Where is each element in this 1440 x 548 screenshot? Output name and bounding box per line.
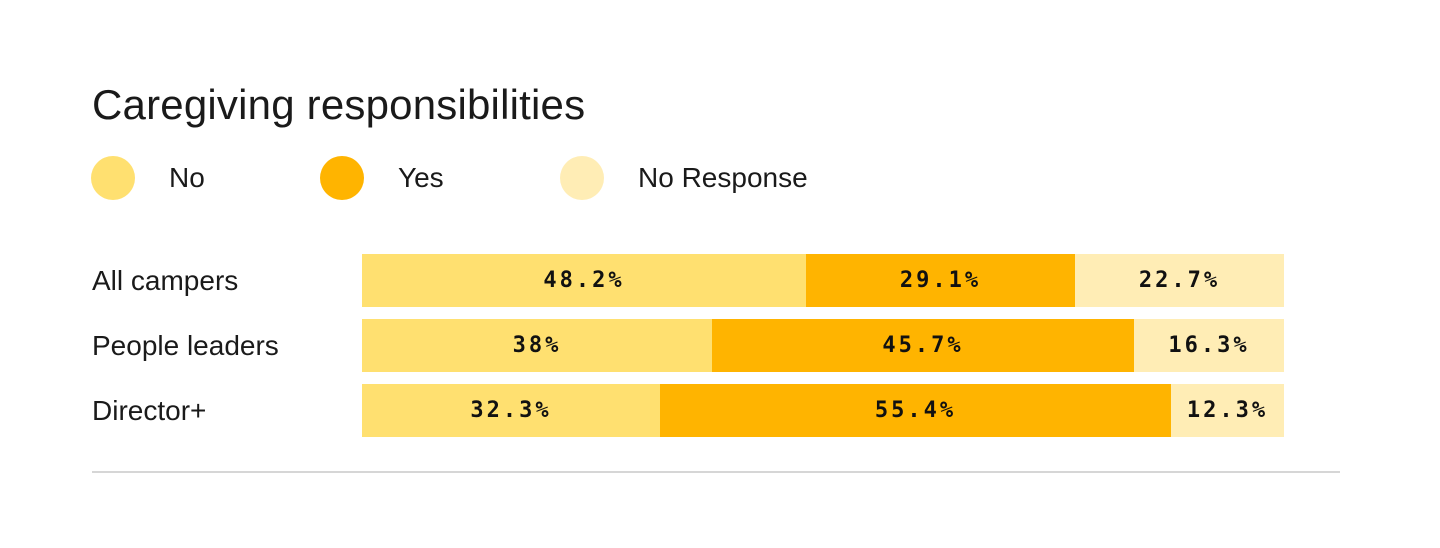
bar-all-campers: 48.2% 29.1% 22.7% xyxy=(362,254,1284,307)
category-label-people-leaders: People leaders xyxy=(92,330,279,361)
data-label-no-director-plus: 32.3% xyxy=(470,398,552,423)
data-label-yes-all-campers: 29.1% xyxy=(899,268,982,293)
bar-segment-no-people-leaders: 38% xyxy=(362,319,712,372)
category-label-all-campers: All campers xyxy=(92,265,239,296)
data-label-no-response-director-plus: 12.3% xyxy=(1186,398,1269,423)
bar-segment-yes-all-campers: 29.1% xyxy=(806,254,1075,307)
bar-segment-no-response-all-campers: 22.7% xyxy=(1075,254,1284,307)
bar-segment-yes-people-leaders: 45.7% xyxy=(712,319,1134,372)
bar-segment-yes-director-plus: 55.4% xyxy=(660,384,1171,437)
legend-label-no: No xyxy=(169,162,205,193)
data-label-no-people-leaders: 38% xyxy=(512,333,562,358)
legend-swatch-no xyxy=(91,156,135,200)
data-label-no-response-all-campers: 22.7% xyxy=(1138,268,1221,293)
chart-title: Caregiving responsibilities xyxy=(92,81,586,128)
data-label-no-response-people-leaders: 16.3% xyxy=(1168,333,1250,358)
bar-segment-no-director-plus: 32.3% xyxy=(362,384,660,437)
bar-people-leaders: 38% 45.7% 16.3% xyxy=(362,319,1284,372)
category-label-director-plus: Director+ xyxy=(92,395,207,426)
bar-segment-no-all-campers: 48.2% xyxy=(362,254,806,307)
data-label-no-all-campers: 48.2% xyxy=(543,268,625,293)
bar-segment-no-response-people-leaders: 16.3% xyxy=(1134,319,1284,372)
legend-label-yes: Yes xyxy=(398,162,444,193)
data-label-yes-director-plus: 55.4% xyxy=(874,398,957,423)
legend-swatch-no-response xyxy=(560,156,604,200)
legend-label-no-response: No Response xyxy=(638,162,808,193)
divider xyxy=(92,471,1340,473)
legend-swatch-yes xyxy=(320,156,364,200)
bar-director-plus: 32.3% 55.4% 12.3% xyxy=(362,384,1284,437)
data-label-yes-people-leaders: 45.7% xyxy=(882,333,964,358)
bar-segment-no-response-director-plus: 12.3% xyxy=(1171,384,1284,437)
